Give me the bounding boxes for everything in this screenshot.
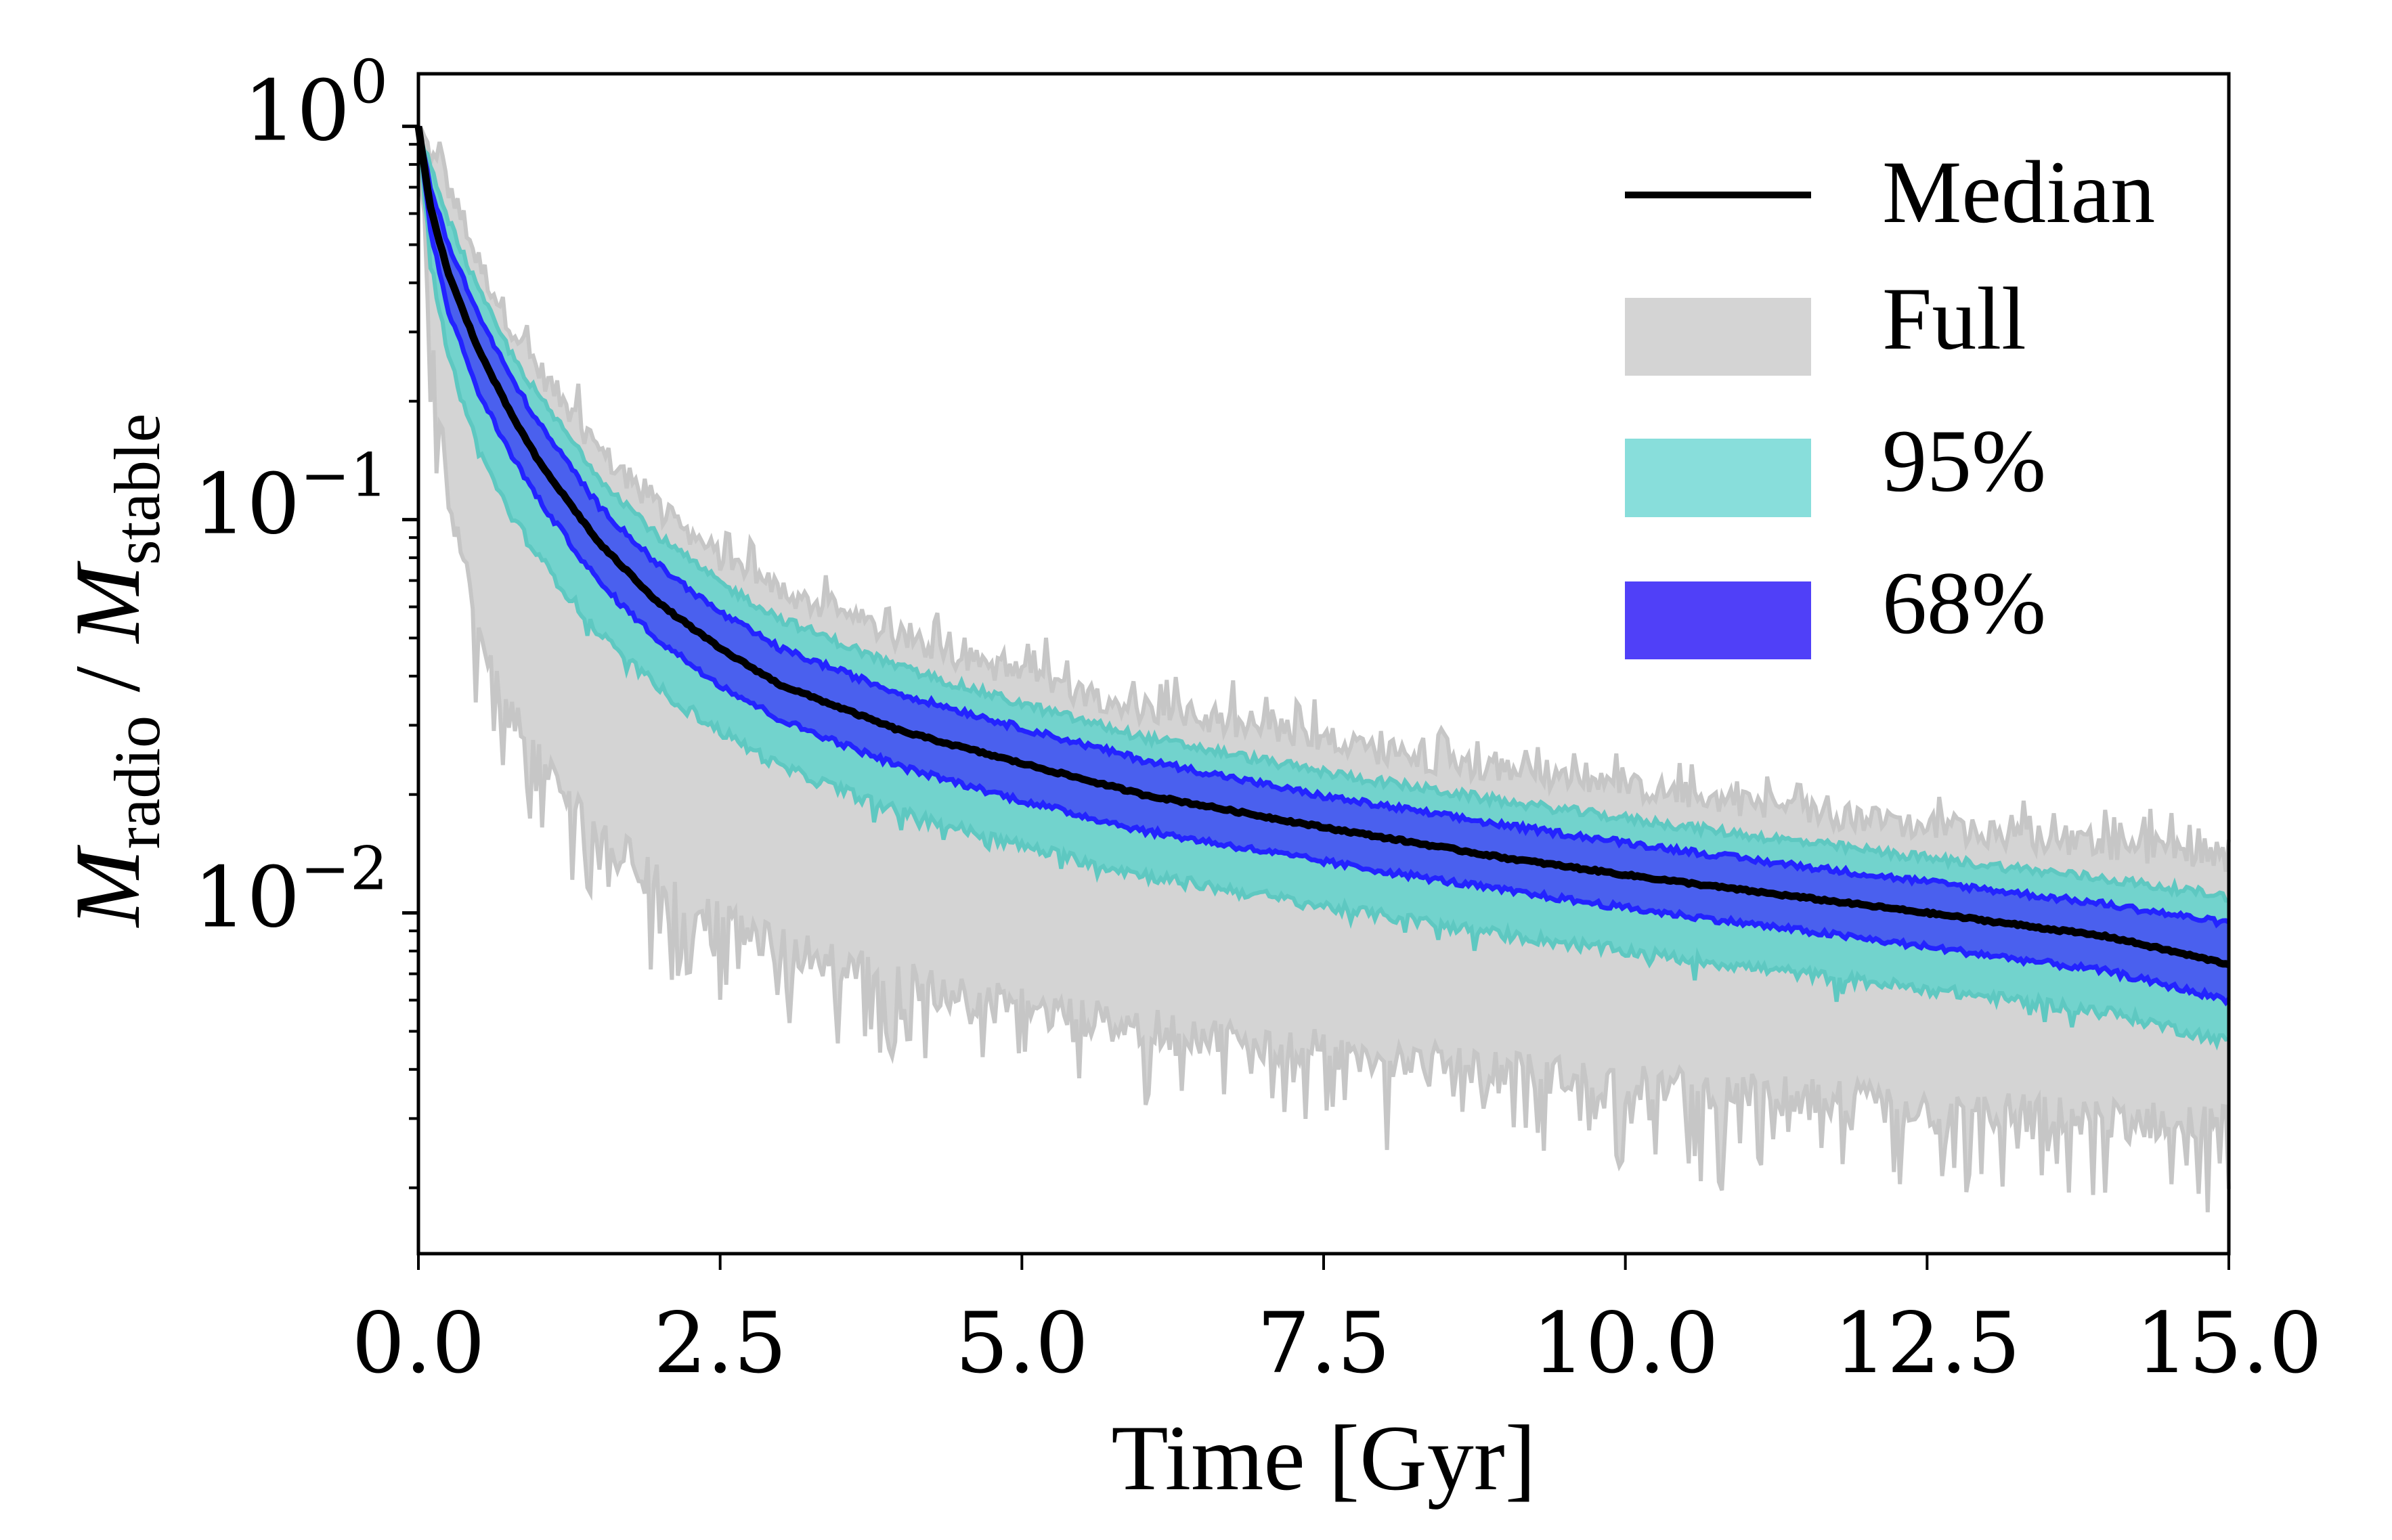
band-68-upper-edge	[416, 125, 2230, 929]
y-label-sub2: stable	[101, 414, 173, 565]
x-tick-label: 7.5	[1257, 1295, 1390, 1392]
legend-swatch-95	[1625, 439, 1811, 517]
y-tick-label: 100	[243, 47, 388, 160]
y-tick-label: 10−1	[193, 441, 388, 554]
y-tick-exponent: −1	[300, 441, 388, 510]
x-tick-label: 12.5	[1833, 1295, 2020, 1392]
legend-label-95: 95%	[1882, 411, 2046, 510]
x-tick-label: 5.0	[955, 1295, 1089, 1392]
x-tick-label: 0.0	[351, 1295, 485, 1392]
y-tick-exponent: −2	[300, 834, 388, 904]
legend-swatch-68	[1625, 581, 1811, 659]
y-tick-exponent: 0	[350, 47, 388, 117]
svg-text:Mradio / Mstable: Mradio / Mstable	[56, 414, 173, 928]
y-label-sep: /	[56, 643, 159, 716]
y-label-m2: M	[56, 560, 159, 644]
legend-label-median: Median	[1882, 142, 2155, 242]
y-tick-base: 10	[243, 63, 350, 160]
x-tick-label: 15.0	[2135, 1295, 2322, 1392]
legend-label-full: Full	[1882, 269, 2026, 368]
band-full-upper-edge	[417, 125, 2231, 873]
legend-swatch-full	[1625, 298, 1811, 376]
x-axis-label: Time [Gyr]	[1111, 1406, 1536, 1510]
band-full-lower-edge	[416, 126, 2231, 1212]
x-tick-label: 10.0	[1532, 1295, 1719, 1392]
band-95-upper-edge	[416, 125, 2230, 903]
y-axis-label: Mradio / Mstable	[56, 414, 173, 928]
band-95-lower-edge	[416, 126, 2230, 1051]
y-tick-label: 10−2	[193, 834, 388, 947]
y-tick-base: 10	[193, 456, 300, 554]
x-axis-ticks: 0.0 2.5 5.0 7.5 10.0 12.5 15.0	[351, 1254, 2322, 1392]
median-line	[414, 125, 2230, 969]
y-label-sub1: radio	[101, 716, 173, 849]
legend-label-68: 68%	[1882, 553, 2046, 653]
y-label-m1: M	[56, 844, 159, 928]
y-tick-base: 10	[193, 850, 300, 947]
median-layer	[414, 125, 2230, 969]
plot-area	[414, 125, 2231, 1212]
band-68-lower-edge	[416, 126, 2231, 1007]
x-tick-label: 2.5	[653, 1295, 787, 1392]
legend: Median Full 95% 68%	[1625, 142, 2155, 659]
